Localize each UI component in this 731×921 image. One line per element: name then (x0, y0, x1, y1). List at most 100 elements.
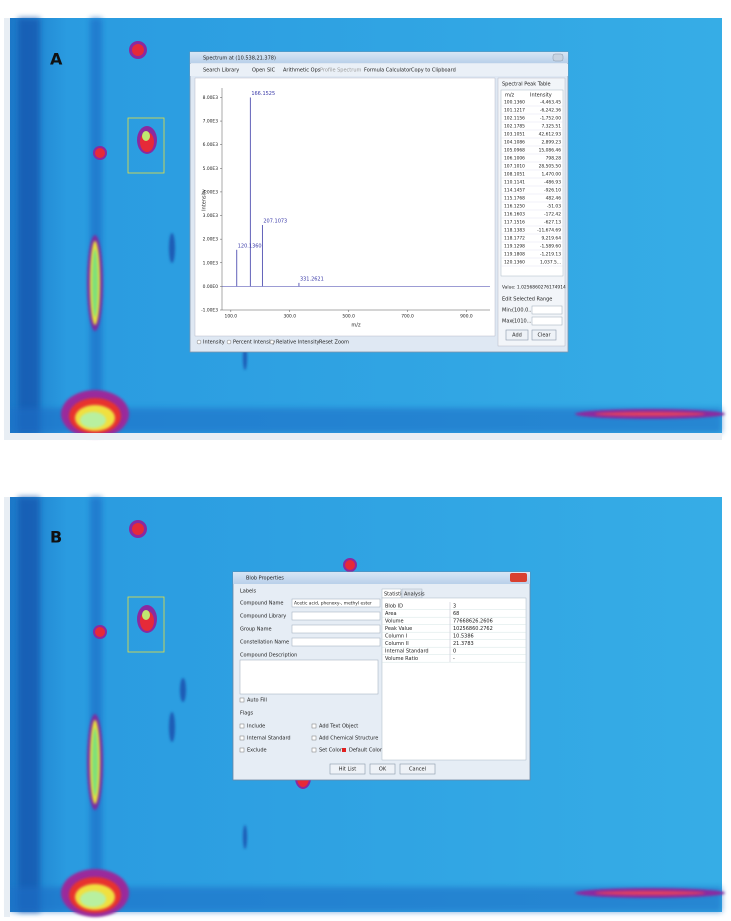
blob (180, 678, 186, 702)
x-tick-label: 900.0 (460, 314, 473, 320)
checkbox[interactable] (312, 748, 316, 752)
cell: 118.1383 (504, 228, 525, 234)
checkbox[interactable] (240, 724, 244, 728)
cell: -1,589.60 (540, 244, 561, 250)
field-value: Acetic acid, phenoxy-, methyl ester (294, 601, 372, 607)
group-title: Flags (240, 711, 254, 717)
cell: 7,325.51 (541, 124, 561, 130)
cell: 118.1772 (504, 236, 525, 242)
checkbox-label[interactable]: Include (247, 724, 265, 730)
checkbox-label[interactable]: Internal Standard (247, 736, 291, 742)
cell: 1,037.5... (540, 260, 561, 266)
cell: 100.1360 (504, 100, 525, 106)
y-tick-label: 3.00E3 (203, 213, 219, 219)
checkbox-label[interactable]: Add Chemical Structure (319, 736, 378, 742)
cell: 28,505.50 (539, 164, 562, 170)
option[interactable]: Intensity (203, 340, 225, 346)
cell: 102.1156 (504, 116, 525, 122)
cell: 110.1141 (504, 180, 525, 186)
checkbox-label[interactable]: Add Text Object (319, 724, 358, 730)
stat-name: Blob ID (385, 604, 403, 610)
button-label[interactable]: Clear (537, 333, 551, 339)
checkbox[interactable] (312, 736, 316, 740)
checkbox[interactable] (240, 736, 244, 740)
field-input[interactable] (292, 625, 380, 633)
stat-value: 21.3783 (453, 641, 474, 647)
toolbar-button[interactable]: Open SIC (252, 68, 276, 74)
button-label[interactable]: Add (512, 333, 522, 339)
panel-title: Spectral Peak Table (502, 82, 551, 88)
stat-value: 77668626.2606 (453, 619, 493, 625)
stat-name: Area (385, 611, 397, 617)
checkbox-label[interactable]: Exclude (247, 748, 267, 754)
stat-value: - (453, 656, 455, 662)
x-tick-label: 500.0 (342, 314, 355, 320)
toolbar-button[interactable]: Copy to Clipboard (411, 68, 456, 74)
stat-value: 10.5386 (453, 634, 474, 640)
close-button[interactable] (510, 573, 527, 582)
cell: 42,612.93 (539, 132, 562, 138)
cell: 798.28 (546, 156, 562, 162)
min-input[interactable] (532, 306, 562, 314)
y-tick-label: 6.00E3 (203, 142, 219, 148)
description-input[interactable] (240, 660, 378, 694)
cell: 119.1808 (504, 252, 525, 258)
max-value: (1010... (512, 319, 532, 325)
toolbar-button[interactable]: Arithmetic Ops (283, 68, 321, 74)
checkbox-label[interactable]: Auto Fill (247, 698, 267, 704)
cell: 117.1516 (504, 220, 525, 226)
cell: 106.1006 (504, 156, 525, 162)
cell: 102.1785 (504, 124, 525, 130)
cell: 103.1051 (504, 132, 525, 138)
cell: 116.1603 (504, 212, 525, 218)
checkbox-label[interactable]: Set Color (319, 748, 343, 754)
option[interactable]: Relative Intensity (276, 340, 320, 346)
cell: 482.46 (546, 196, 562, 202)
cell: -486.93 (544, 180, 561, 186)
peak-label: 166.1525 (251, 91, 275, 97)
cell: 15,086.46 (539, 148, 562, 154)
group-title: Labels (240, 589, 256, 595)
button-label[interactable]: Hit List (339, 767, 356, 773)
option[interactable]: Percent Intensity (233, 340, 275, 346)
cell: 114.1457 (504, 188, 525, 194)
x-tick-label: 300.0 (283, 314, 296, 320)
blob-dialog: Blob Properties Labels Compound NameAcet… (233, 572, 530, 780)
radio[interactable] (227, 340, 231, 344)
max-input[interactable] (532, 317, 562, 325)
peak-label: 120.1360 (238, 243, 262, 249)
cell: -11,674.69 (537, 228, 561, 234)
stat-value: 3 (453, 604, 456, 610)
checkbox[interactable] (240, 698, 244, 702)
field-label: Group Name (240, 627, 272, 633)
toolbar-button[interactable]: Profile Spectrum (320, 68, 361, 74)
field-input[interactable] (292, 638, 380, 646)
toolbar-button[interactable]: Search Library (203, 68, 239, 74)
panel-label: A (50, 50, 63, 69)
cell: 116.1250 (504, 204, 525, 210)
checkbox[interactable] (312, 724, 316, 728)
toolbar-button[interactable]: Formula Calculator (364, 68, 412, 74)
cell: -1,752.00 (540, 116, 561, 122)
radio[interactable] (270, 340, 274, 344)
button-label[interactable]: OK (379, 767, 387, 773)
checkbox[interactable] (240, 748, 244, 752)
close-button[interactable] (553, 54, 563, 61)
field-input[interactable] (292, 612, 380, 620)
y-tick-label: 4.00E3 (203, 189, 219, 195)
peak-label: 331.2621 (300, 276, 324, 282)
y-axis-strip (4, 18, 10, 440)
spectrum-window: Spectrum at (10.538,21.378) Search Libra… (190, 52, 568, 352)
field-label: Compound Library (240, 614, 286, 620)
cell: 119.1298 (504, 244, 525, 250)
color-swatch[interactable] (342, 748, 346, 752)
cell: 101.1217 (504, 108, 525, 114)
field-label: Constellation Name (240, 640, 289, 646)
tab-label[interactable]: Analysis (404, 592, 425, 598)
stat-name: Volume Ratio (385, 656, 418, 662)
option[interactable]: Reset Zoom (319, 340, 349, 346)
button-label[interactable]: Cancel (409, 767, 426, 773)
cell: 120.1360 (504, 260, 525, 266)
radio[interactable] (197, 340, 201, 344)
cell: -51.03 (547, 204, 561, 210)
